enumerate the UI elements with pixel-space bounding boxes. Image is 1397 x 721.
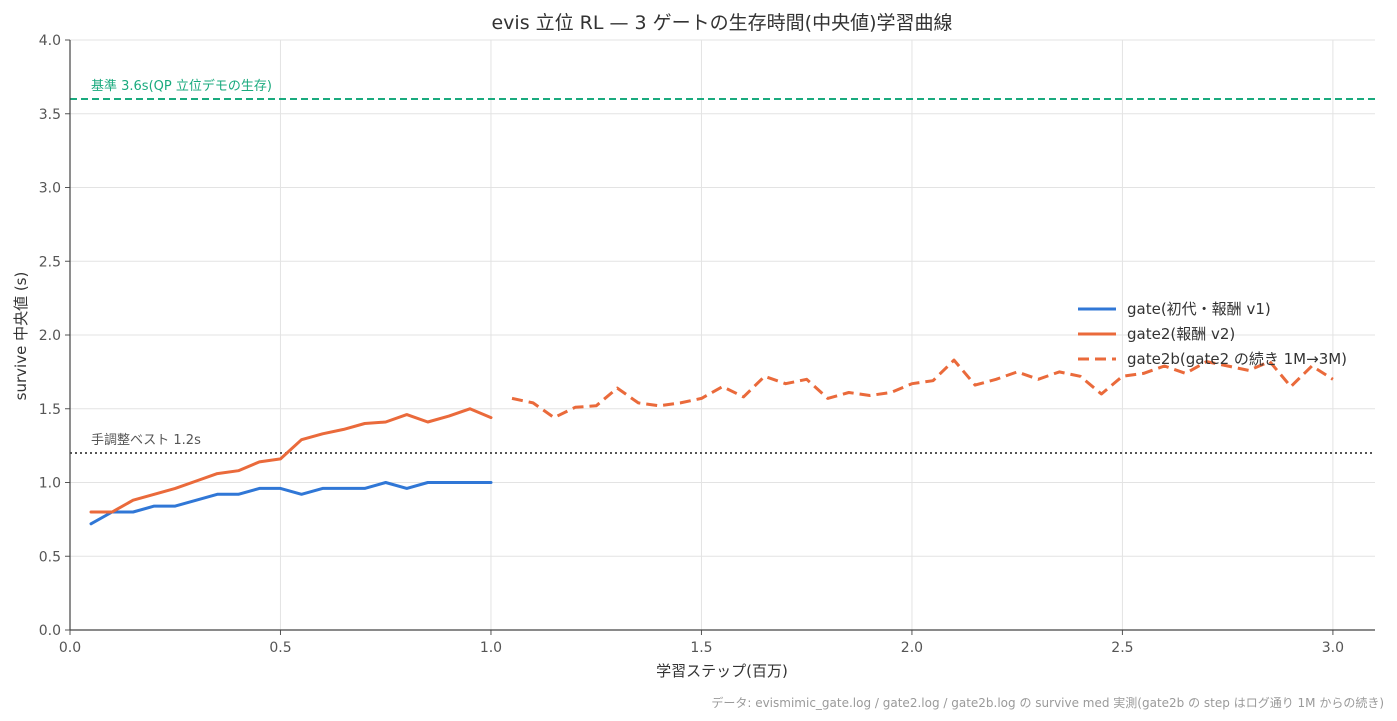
legend-label: gate2(報酬 v2) [1127,325,1235,343]
legend-label: gate(初代・報酬 v1) [1127,300,1271,318]
chart-title: evis 立位 RL — 3 ゲートの生存時間(中央値)学習曲線 [491,12,952,34]
reference-line-label: 基準 3.6s(QP 立位デモの生存) [91,78,272,94]
x-axis-label: 学習ステップ(百万) [656,662,788,680]
legend: gate(初代・報酬 v1) gate2(報酬 v2) gate2b(gate2 の… [1078,300,1347,368]
x-tick-label: 0.5 [269,640,291,656]
y-tick-label: 3.0 [39,181,61,197]
axes [65,39,1375,635]
series-lines [89,358,1334,526]
x-tick-label: 3.0 [1322,640,1344,656]
y-tick-label: 2.5 [39,254,61,270]
y-tick-label: 1.5 [39,402,61,418]
y-tick-label: 2.0 [39,328,61,344]
x-tick-label: 0.0 [59,640,81,656]
source-note: データ: evismimic_gate.log / gate2.log / ga… [711,695,1384,710]
y-tick-label: 0.0 [39,623,61,639]
series-line [89,407,493,514]
series-line [511,358,1334,420]
x-tick-label: 2.5 [1111,640,1133,656]
tick-labels: 0.0 0.5 1.0 1.5 2.0 2.5 3.0 3.5 4.0 0.0 0.5 1.0 1.5 2… [39,33,1344,656]
y-tick-label: 0.5 [39,549,61,565]
y-axis-label: survive 中央値 (s) [12,272,30,401]
x-tick-label: 2.0 [901,640,923,656]
x-tick-label: 1.0 [480,640,502,656]
reference-line-label: 手調整ベスト 1.2s [91,433,201,448]
grid-lines [69,39,1375,631]
y-tick-label: 4.0 [39,33,61,49]
legend-label: gate2b(gate2 の続き 1M→3M) [1127,350,1347,368]
y-tick-label: 3.5 [39,107,61,123]
x-tick-label: 1.5 [690,640,712,656]
y-tick-label: 1.0 [39,476,61,492]
reference-lines: 基準 3.6s(QP 立位デモの生存) 手調整ベスト 1.2s [70,78,1375,454]
series-line [89,481,493,526]
